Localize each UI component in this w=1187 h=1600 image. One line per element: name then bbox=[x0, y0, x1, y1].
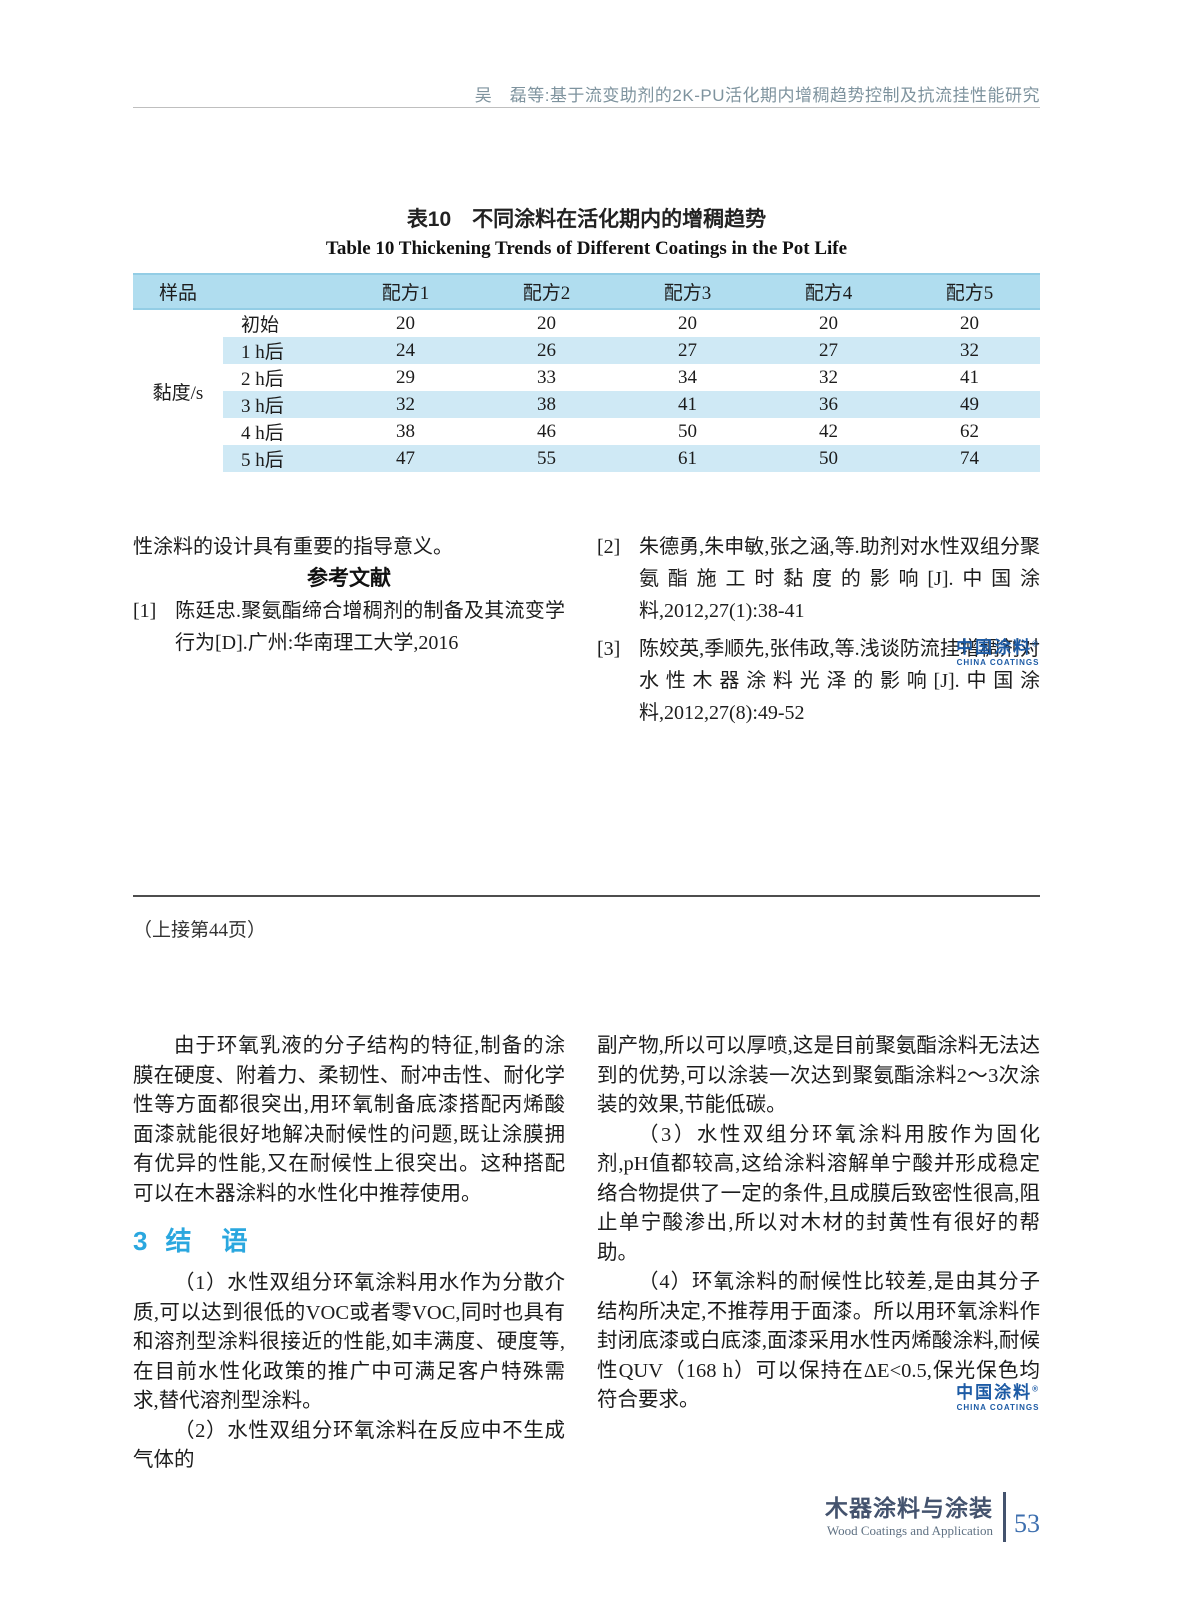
table-header-row: 样品 配方1 配方2 配方3 配方4 配方5 bbox=[133, 274, 1040, 310]
table-title-zh: 表10 不同涂料在活化期内的增稠趋势 bbox=[406, 208, 767, 231]
table-cell: 26 bbox=[476, 337, 617, 364]
section-title: 结 语 bbox=[165, 1226, 250, 1256]
reference-number: [3] bbox=[597, 638, 621, 660]
row-label: 1 h后 bbox=[223, 337, 335, 364]
table-block: 表10 不同涂料在活化期内的增稠趋势 Table 10 Thickening T… bbox=[133, 203, 1040, 472]
continuation-note: （上接第44页） bbox=[133, 920, 267, 941]
col-header-formula-1: 配方1 bbox=[335, 274, 476, 310]
section-number: 3 bbox=[133, 1226, 148, 1256]
page-number: 53 bbox=[1014, 1509, 1040, 1538]
table-row: 4 h后 38 46 50 42 62 bbox=[133, 418, 1040, 445]
table-row: 1 h后 24 26 27 27 32 bbox=[133, 337, 1040, 364]
running-head-title: 吴 磊等:基于流变助剂的2K-PU活化期内增稠趋势控制及抗流挂性能研究 bbox=[474, 86, 1040, 105]
reference-number: [1] bbox=[133, 600, 157, 622]
body-paragraph: （4）环氧涂料的耐候性比较差,是由其分子结构所决定,不推荐用于面漆。所以用环氧涂… bbox=[597, 1271, 1040, 1411]
col-header-formula-3: 配方3 bbox=[617, 274, 758, 310]
body-paragraph: 副产物,所以可以厚喷,这是目前聚氨酯涂料无法达到的优势,可以涂装一次达到聚氨酯涂… bbox=[597, 1035, 1040, 1116]
table-cell: 38 bbox=[396, 420, 415, 442]
lead-in-sentence: 性涂料的设计具有重要的指导意义。 bbox=[133, 536, 453, 558]
col-header-formula-5: 配方5 bbox=[899, 274, 1040, 310]
table-cell: 32 bbox=[899, 337, 1040, 364]
body-paragraph: （2）水性双组分环氧涂料在反应中不生成气体的 bbox=[133, 1419, 565, 1472]
table-cell: 46 bbox=[537, 420, 556, 442]
references-right-column: [2] 朱德勇,朱申敏,张之涵,等.助剂对水性双组分聚氨酯施工时黏度的影响[J].… bbox=[597, 531, 1040, 735]
col-header-formula-4: 配方4 bbox=[758, 274, 899, 310]
logo-name-zh: 中国涂料 bbox=[956, 1383, 1033, 1402]
references-left-column: 性涂料的设计具有重要的指导意义。 参考文献 [1] 陈廷忠.聚氨酯缔合增稠剂的制备… bbox=[133, 531, 565, 665]
reference-number: [2] bbox=[597, 536, 621, 558]
running-head: 吴 磊等:基于流变助剂的2K-PU活化期内增稠趋势控制及抗流挂性能研究 bbox=[133, 81, 1040, 106]
logo-name-en: CHINA COATINGS bbox=[956, 657, 1040, 667]
china-coatings-logo: 中国涂料® CHINA COATINGS bbox=[956, 638, 1040, 667]
reference-text: 陈姣英,季顺先,张伟政,等.浅谈防流挂增稠剂对水性木器涂料光泽的影响[J].中国… bbox=[639, 638, 1040, 724]
table-cell: 50 bbox=[678, 420, 697, 442]
body-paragraph: （3）水性双组分环氧涂料用胺作为固化剂,pH值都较高,这给涂料溶解单宁酸并形成稳… bbox=[597, 1123, 1040, 1264]
viscosity-table: 样品 配方1 配方2 配方3 配方4 配方5 黏度/s 初始 20 20 20 … bbox=[133, 273, 1040, 472]
body-left-column: 由于环氧乳液的分子结构的特征,制备的涂膜在硬度、附着力、柔韧性、耐冲击性、耐化学… bbox=[133, 1032, 565, 1476]
col-header-blank bbox=[223, 274, 335, 310]
journal-name-en: Wood Coatings and Application bbox=[826, 1522, 993, 1538]
table-cell: 41 bbox=[617, 391, 758, 418]
page-footer: 木器涂料与涂装 Wood Coatings and Application 53 bbox=[133, 1492, 1040, 1542]
references-heading: 参考文献 bbox=[307, 567, 391, 590]
section-divider-rule bbox=[133, 895, 1040, 897]
table-cell: 50 bbox=[758, 445, 899, 472]
table-cell: 27 bbox=[758, 337, 899, 364]
table-cell: 61 bbox=[617, 445, 758, 472]
table-cell: 41 bbox=[960, 366, 979, 388]
china-coatings-logo: 中国涂料® CHINA COATINGS bbox=[956, 1383, 1040, 1412]
body-right-column: 副产物,所以可以厚喷,这是目前聚氨酯涂料无法达到的优势,可以涂装一次达到聚氨酯涂… bbox=[597, 1032, 1040, 1416]
journal-name-block: 木器涂料与涂装 Wood Coatings and Application bbox=[825, 1496, 993, 1539]
table-cell: 20 bbox=[396, 312, 415, 334]
row-label: 4 h后 bbox=[241, 423, 284, 444]
body-paragraph: （1）水性双组分环氧涂料用水作为分散介质,可以达到很低的VOC或者零VOC,同时… bbox=[133, 1272, 565, 1412]
table-row: 黏度/s 初始 20 20 20 20 20 bbox=[133, 309, 1040, 472]
table-cell: 38 bbox=[476, 391, 617, 418]
table-title-en: Table 10 Thickening Trends of Different … bbox=[325, 238, 848, 259]
table-cell: 36 bbox=[758, 391, 899, 418]
table-cell: 32 bbox=[819, 366, 838, 388]
col-header-sample: 样品 bbox=[133, 274, 223, 310]
journal-name-zh: 木器涂料与涂装 bbox=[825, 1494, 993, 1521]
table-cell: 55 bbox=[476, 445, 617, 472]
reference-item: [1] 陈廷忠.聚氨酯缔合增稠剂的制备及其流变学行为[D].广州:华南理工大学,2… bbox=[133, 595, 565, 659]
body-paragraph: 由于环氧乳液的分子结构的特征,制备的涂膜在硬度、附着力、柔韧性、耐冲击性、耐化学… bbox=[133, 1035, 565, 1205]
row-label: 初始 bbox=[241, 315, 280, 336]
table-cell: 62 bbox=[960, 420, 979, 442]
row-label: 2 h后 bbox=[241, 369, 284, 390]
header-divider bbox=[133, 107, 1040, 108]
row-label: 5 h后 bbox=[223, 445, 335, 472]
table-cell: 34 bbox=[678, 366, 697, 388]
table-cell: 27 bbox=[617, 337, 758, 364]
reference-item: [2] 朱德勇,朱申敏,张之涵,等.助剂对水性双组分聚氨酯施工时黏度的影响[J].… bbox=[597, 531, 1040, 627]
table-cell: 29 bbox=[396, 366, 415, 388]
section-heading-conclusion: 3 结 语 bbox=[133, 1224, 565, 1258]
logo-name-en: CHINA COATINGS bbox=[956, 1402, 1040, 1412]
table-cell: 24 bbox=[335, 337, 476, 364]
logo-name-zh: 中国涂料 bbox=[956, 638, 1033, 657]
table-row: 3 h后 32 38 41 36 49 bbox=[133, 391, 1040, 418]
reference-item: [3] 陈姣英,季顺先,张伟政,等.浅谈防流挂增稠剂对水性木器涂料光泽的影响[J]… bbox=[597, 633, 1040, 729]
row-group-label: 黏度/s bbox=[133, 309, 223, 472]
table-row: 2 h后 29 33 34 32 41 bbox=[133, 364, 1040, 391]
row-label: 3 h后 bbox=[223, 391, 335, 418]
table-cell: 20 bbox=[537, 312, 556, 334]
table-cell: 49 bbox=[899, 391, 1040, 418]
table-cell: 20 bbox=[678, 312, 697, 334]
table-row: 5 h后 47 55 61 50 74 bbox=[133, 445, 1040, 472]
table-cell: 20 bbox=[960, 312, 979, 334]
col-header-formula-2: 配方2 bbox=[476, 274, 617, 310]
registered-mark: ® bbox=[1032, 639, 1040, 649]
table-cell: 47 bbox=[335, 445, 476, 472]
table-cell: 74 bbox=[899, 445, 1040, 472]
table-cell: 20 bbox=[819, 312, 838, 334]
table-cell: 33 bbox=[537, 366, 556, 388]
table-cell: 42 bbox=[819, 420, 838, 442]
footer-vertical-bar bbox=[1003, 1492, 1006, 1542]
registered-mark: ® bbox=[1032, 1384, 1040, 1394]
reference-text: 朱德勇,朱申敏,张之涵,等.助剂对水性双组分聚氨酯施工时黏度的影响[J].中国涂… bbox=[639, 536, 1040, 622]
reference-text: 陈廷忠.聚氨酯缔合增稠剂的制备及其流变学行为[D].广州:华南理工大学,2016 bbox=[175, 600, 565, 654]
table-cell: 32 bbox=[335, 391, 476, 418]
